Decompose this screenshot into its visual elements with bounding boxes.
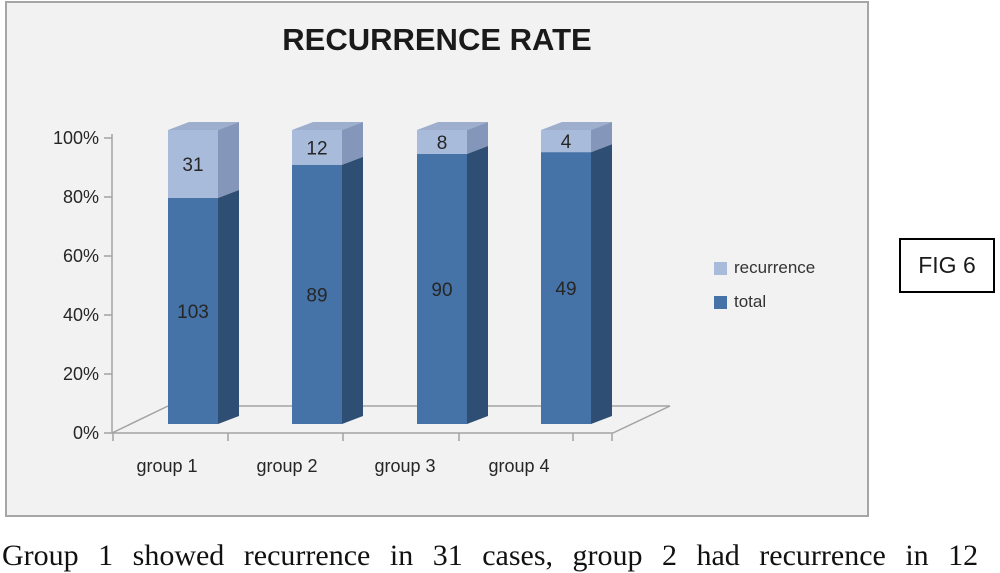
y-axis-label: 20% bbox=[63, 364, 99, 384]
bar-value-total: 103 bbox=[177, 302, 209, 323]
x-axis-label: group 3 bbox=[374, 456, 435, 476]
bar-value-total: 89 bbox=[306, 285, 327, 306]
bar-side-total bbox=[342, 156, 363, 424]
total-swatch-icon bbox=[714, 295, 727, 309]
bar-side-total bbox=[467, 146, 488, 424]
y-axis-label: 60% bbox=[63, 246, 99, 266]
bar-value-total: 90 bbox=[431, 280, 452, 301]
legend-item-total: total bbox=[714, 292, 864, 312]
x-axis-label: group 1 bbox=[136, 456, 197, 476]
legend: recurrence total bbox=[714, 258, 864, 312]
y-axis-label: 0% bbox=[73, 423, 99, 443]
bar-segment-recurrence bbox=[292, 130, 342, 165]
caption-text: Group 1 showed recurrence in 31 cases, g… bbox=[2, 539, 979, 572]
chart-title: RECURRENCE RATE bbox=[282, 22, 592, 57]
x-axis-label: group 4 bbox=[488, 456, 549, 476]
bar-side-recurrence bbox=[342, 122, 363, 165]
bar-segment-total bbox=[292, 164, 342, 424]
bar-segment-recurrence bbox=[541, 130, 591, 153]
y-axis-label: 80% bbox=[63, 187, 99, 207]
floor-right-edge bbox=[612, 405, 671, 434]
x-axis-label: group 2 bbox=[256, 456, 317, 476]
bar-top-face bbox=[292, 122, 363, 130]
y-axis-label: 100% bbox=[53, 128, 99, 148]
bar-side-total bbox=[218, 190, 239, 424]
bar-side-recurrence bbox=[218, 122, 239, 199]
bar-value-recurrence: 4 bbox=[561, 132, 572, 153]
bar-value-recurrence: 31 bbox=[182, 155, 203, 176]
bar-segment-total bbox=[417, 154, 467, 424]
bar-side-total bbox=[591, 144, 612, 425]
bar-segment-recurrence bbox=[417, 130, 467, 154]
bar-segment-total bbox=[541, 152, 591, 425]
bar-top-face bbox=[168, 122, 239, 130]
recurrence-swatch-icon bbox=[714, 261, 727, 275]
bar-top-face bbox=[417, 122, 488, 130]
bar-value-total: 49 bbox=[555, 279, 576, 300]
bar-segment-total bbox=[168, 198, 218, 424]
y-axis-label: 40% bbox=[63, 305, 99, 325]
bar-value-recurrence: 12 bbox=[306, 138, 327, 159]
figure-label-box: FIG 6 bbox=[899, 238, 995, 293]
legend-label-total: total bbox=[734, 292, 767, 311]
bar-top-face bbox=[541, 122, 612, 130]
bar-side-recurrence bbox=[467, 122, 488, 154]
bar-value-recurrence: 8 bbox=[437, 133, 448, 154]
legend-item-recurrence: recurrence bbox=[714, 258, 864, 278]
legend-label-recurrence: recurrence bbox=[734, 258, 816, 277]
floor-left-edge bbox=[111, 405, 169, 434]
figure-label: FIG 6 bbox=[918, 252, 976, 278]
bar-segment-recurrence bbox=[168, 130, 218, 199]
bar-side-recurrence bbox=[591, 122, 612, 153]
